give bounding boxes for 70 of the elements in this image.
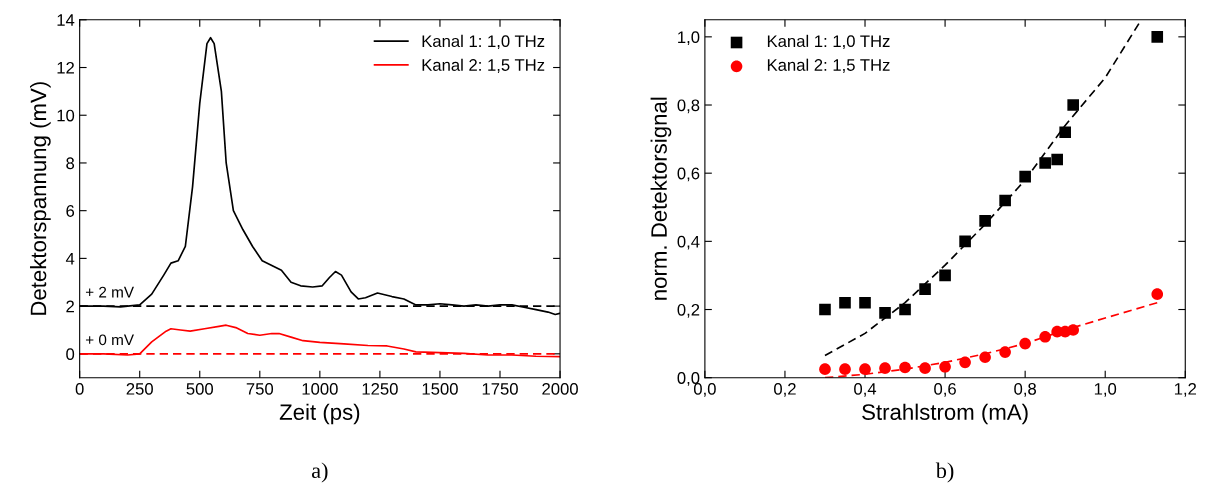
point	[1019, 170, 1031, 183]
point	[899, 303, 911, 316]
x-tick-label: 0,8	[1014, 382, 1037, 397]
ref-line-label: + 2 mV	[85, 286, 134, 298]
ref-line-label: + 0 mV	[85, 334, 134, 346]
y-tick-label: 12	[57, 61, 74, 74]
y-tick-label: 0,6	[677, 167, 700, 182]
y-tick-label: 14	[57, 14, 75, 26]
point	[919, 362, 931, 374]
point	[1067, 324, 1079, 336]
point	[1151, 288, 1164, 300]
x-tick-label: 500	[186, 382, 214, 395]
point	[999, 346, 1011, 358]
y-tick-label: 4	[65, 252, 75, 265]
x-tick-label: 1250	[362, 382, 398, 395]
point	[979, 215, 991, 227]
point	[1051, 153, 1063, 166]
legend-label: Kanal 2: 1,5 THz	[422, 58, 545, 73]
x-tick-label: 1500	[422, 382, 458, 395]
x-axis-title: Zeit (ps)	[279, 403, 360, 425]
point	[919, 283, 931, 295]
x-tick-label: 0	[75, 382, 84, 395]
point	[899, 361, 911, 374]
point	[1019, 337, 1031, 350]
point	[819, 303, 831, 316]
y-tick-label: 0	[66, 348, 75, 361]
y-tick-label: 0,2	[677, 303, 700, 318]
point	[819, 363, 831, 375]
point	[1151, 31, 1164, 43]
point	[1039, 157, 1051, 169]
x-tick-label: 1,2	[1174, 382, 1197, 397]
point	[939, 360, 951, 373]
y-tick-label: 6	[66, 205, 75, 217]
point	[879, 307, 891, 319]
x-axis-title: Strahlstrom (mA)	[862, 403, 1028, 425]
y-tick-label: 2	[66, 300, 74, 313]
text: a)	[312, 462, 328, 483]
y-axis-title: Detektorspannung (mV)	[29, 82, 51, 315]
point	[1067, 99, 1079, 111]
legend-label: Kanal 1: 1,0 THz	[767, 34, 890, 50]
point	[839, 363, 851, 375]
point	[959, 356, 971, 369]
x-tick-label: 750	[246, 382, 274, 395]
y-tick-label: 1,0	[678, 31, 700, 46]
y-tick-label: 8	[66, 157, 75, 170]
legend-label: Kanal 2: 1,5 THz	[767, 58, 890, 73]
y-tick-label: 0,8	[677, 99, 700, 114]
x-tick-label: 1750	[482, 382, 518, 395]
x-tick-label: 250	[126, 382, 153, 395]
point	[1039, 330, 1051, 343]
point	[999, 194, 1011, 207]
y-tick-label: 10	[57, 109, 75, 122]
point	[879, 362, 891, 374]
point	[839, 296, 851, 309]
text: b)	[935, 462, 954, 483]
point	[859, 363, 871, 375]
x-tick-label: 0,6	[934, 382, 956, 397]
point	[959, 235, 971, 248]
y-axis-title: norm. Detektorsignal	[650, 97, 672, 300]
y-tick-label: 0,4	[677, 235, 700, 250]
x-tick-label: 2000	[542, 382, 578, 395]
point	[979, 351, 991, 364]
point	[939, 269, 951, 282]
point	[859, 296, 871, 309]
x-tick-label: 1000	[302, 382, 338, 395]
point	[1059, 126, 1071, 139]
x-tick-label: 0,4	[854, 382, 877, 397]
x-tick-label: 0,2	[774, 382, 796, 397]
x-tick-label: 1,0	[1094, 382, 1117, 397]
legend-label: Kanal 1: 1,0 THz	[422, 34, 545, 50]
